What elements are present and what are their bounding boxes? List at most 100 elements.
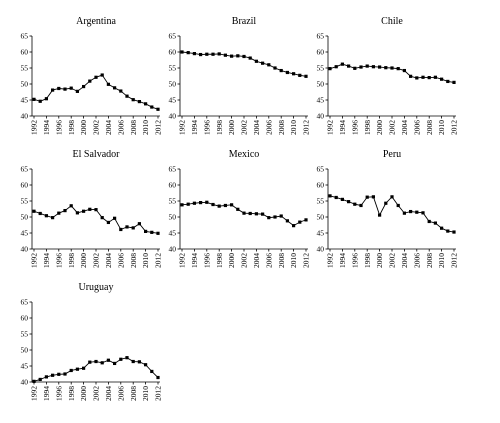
data-point	[69, 368, 73, 373]
x-tick-label: 1996	[350, 253, 359, 268]
data-point	[298, 73, 302, 77]
data-point	[32, 97, 36, 101]
data-point	[100, 361, 104, 365]
y-tick-label: 65	[21, 165, 29, 174]
data-point	[150, 105, 154, 109]
y-tick-label: 55	[21, 330, 29, 339]
y-tick-label: 45	[169, 229, 177, 238]
x-tick-label: 2006	[116, 253, 125, 268]
x-tick-label: 1992	[178, 120, 187, 135]
x-tick-label: 2010	[289, 120, 298, 135]
x-tick-label: 2000	[79, 253, 88, 268]
data-point	[273, 215, 277, 219]
data-point	[150, 230, 154, 234]
panel-title: Chile	[381, 16, 403, 27]
x-tick-label: 2006	[264, 120, 273, 135]
y-tick-label: 55	[169, 197, 177, 206]
x-tick-label: 2010	[437, 253, 446, 268]
x-tick-label: 1996	[350, 120, 359, 135]
data-point	[378, 65, 382, 69]
panel-title: El Salvador	[73, 149, 121, 160]
data-point	[137, 222, 141, 226]
x-tick-label: 1998	[67, 386, 76, 401]
panel-title: Argentina	[76, 16, 116, 27]
y-tick-label: 50	[169, 80, 177, 89]
data-point	[427, 76, 431, 80]
data-point	[242, 54, 246, 59]
x-tick-label: 2008	[129, 386, 138, 401]
x-tick-label: 1996	[54, 386, 63, 401]
x-tick-label: 2002	[240, 253, 249, 268]
x-tick-label: 2008	[277, 253, 286, 268]
data-point	[180, 50, 184, 54]
x-tick-label: 2000	[227, 253, 236, 268]
data-point	[347, 200, 351, 204]
y-tick-label: 50	[21, 80, 29, 89]
x-tick-label: 2002	[388, 120, 397, 135]
x-tick-label: 1996	[54, 120, 63, 135]
y-tick-label: 40	[169, 112, 177, 121]
data-point	[192, 201, 196, 205]
y-tick-label: 50	[317, 213, 325, 222]
x-tick-label: 1994	[190, 120, 199, 135]
data-point	[365, 64, 369, 68]
data-point	[82, 209, 86, 213]
x-tick-label: 1992	[326, 253, 335, 268]
panel-uruguay: Uruguay 40 45 50 55 60 65 1992 1994 1996 1998 2000…	[21, 282, 163, 401]
x-tick-label: 2004	[104, 120, 113, 135]
x-tick-label: 2002	[388, 253, 397, 268]
data-point	[144, 102, 148, 106]
data-point	[51, 216, 55, 220]
x-tick-label: 1994	[190, 253, 199, 268]
x-tick-label: 2012	[302, 120, 311, 135]
x-tick-label: 2010	[141, 386, 150, 401]
data-point	[144, 363, 148, 367]
x-tick-label: 2008	[277, 120, 286, 135]
data-point	[113, 361, 117, 366]
x-tick-label: 1992	[326, 120, 335, 135]
data-point	[390, 195, 394, 199]
data-point	[94, 75, 98, 79]
data-point	[365, 195, 369, 199]
data-point	[186, 51, 190, 55]
x-tick-label: 2000	[79, 386, 88, 401]
x-tick-label: 1996	[202, 253, 211, 268]
y-tick-label: 50	[169, 213, 177, 222]
data-point	[63, 209, 67, 213]
data-point	[125, 356, 129, 360]
data-point	[88, 360, 92, 364]
x-tick-label: 1994	[42, 253, 51, 268]
data-point	[125, 225, 129, 229]
x-tick-label: 2010	[141, 120, 150, 135]
data-point	[199, 52, 203, 57]
data-point	[223, 53, 227, 57]
x-tick-label: 1998	[67, 120, 76, 135]
data-point	[211, 52, 215, 56]
data-point	[230, 203, 234, 207]
data-point	[131, 359, 135, 364]
data-point	[51, 373, 55, 377]
data-point	[402, 68, 406, 73]
data-point	[119, 357, 123, 361]
data-point	[292, 72, 296, 76]
x-tick-label: 2004	[252, 120, 261, 135]
x-tick-label: 2004	[400, 253, 409, 268]
data-point	[298, 220, 302, 224]
data-point	[340, 62, 344, 66]
data-point	[254, 59, 258, 63]
panel-title: Uruguay	[79, 282, 114, 293]
data-point	[267, 63, 271, 67]
x-tick-label: 2012	[450, 253, 459, 268]
y-tick-label: 65	[169, 165, 177, 174]
data-point	[409, 209, 413, 214]
x-tick-label: 2008	[129, 120, 138, 135]
data-point	[415, 210, 419, 214]
y-tick-label: 60	[317, 181, 325, 190]
data-point	[371, 195, 375, 199]
x-tick-label: 2012	[154, 120, 163, 135]
data-point	[57, 372, 61, 376]
data-point	[106, 220, 110, 225]
data-point	[334, 65, 338, 69]
data-point	[156, 107, 160, 111]
